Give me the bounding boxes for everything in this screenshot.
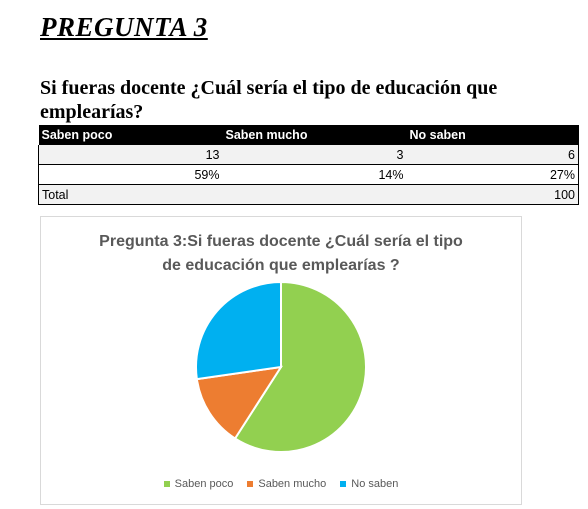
count-saben-mucho: 3 [222,145,407,165]
pie-slice-no-saben [195,280,282,381]
page-heading: PREGUNTA 3 [40,12,208,42]
chart-title-line-1: Pregunta 3:Si fueras docente ¿Cuál sería… [99,233,463,250]
header-saben-mucho: Saben mucho [222,125,407,145]
chart-title: Pregunta 3:Si fueras docente ¿Cuál sería… [61,230,501,278]
header-saben-poco: Saben poco [38,125,223,145]
percent-no-saben: 27% [406,164,579,185]
legend-item-no-saben: No saben [340,478,398,490]
chart-title-line-2: de educación que emplearías ? [162,257,400,274]
total-value: 100 [406,184,579,205]
legend-swatch [340,481,347,487]
pie-slice-saben-mucho [195,365,284,440]
header-no-saben: No saben [406,125,579,145]
legend-item-saben-mucho: Saben mucho [247,478,326,490]
percent-saben-poco: 59% [38,164,223,185]
legend-swatch [247,481,254,487]
table-row-counts: 13 3 6 [38,145,579,165]
total-empty-cell [222,184,407,205]
legend-item-saben-poco: Saben poco [163,478,234,490]
results-table: Saben poco Saben mucho No saben 13 3 6 5… [38,125,579,205]
pie-chart-plot [195,280,367,453]
total-label: Total [38,184,223,205]
legend-label: Saben poco [174,478,234,490]
count-saben-poco: 13 [38,145,223,165]
count-no-saben: 6 [406,145,579,165]
percent-saben-mucho: 14% [222,164,407,185]
table-row-percents: 59% 14% 27% [38,164,579,185]
pie-slice-saben-poco [233,280,367,453]
pie-chart: Pregunta 3:Si fueras docente ¿Cuál sería… [40,216,522,505]
legend-swatch [163,481,170,487]
chart-legend: Saben poco Saben mucho No saben [41,478,521,490]
legend-label: No saben [351,478,399,490]
table-header-row: Saben poco Saben mucho No saben [38,125,579,145]
question-text: Si fueras docente ¿Cuál sería el tipo de… [40,77,498,123]
table-row-total: Total 100 [38,184,579,205]
legend-label: Saben mucho [258,478,327,490]
